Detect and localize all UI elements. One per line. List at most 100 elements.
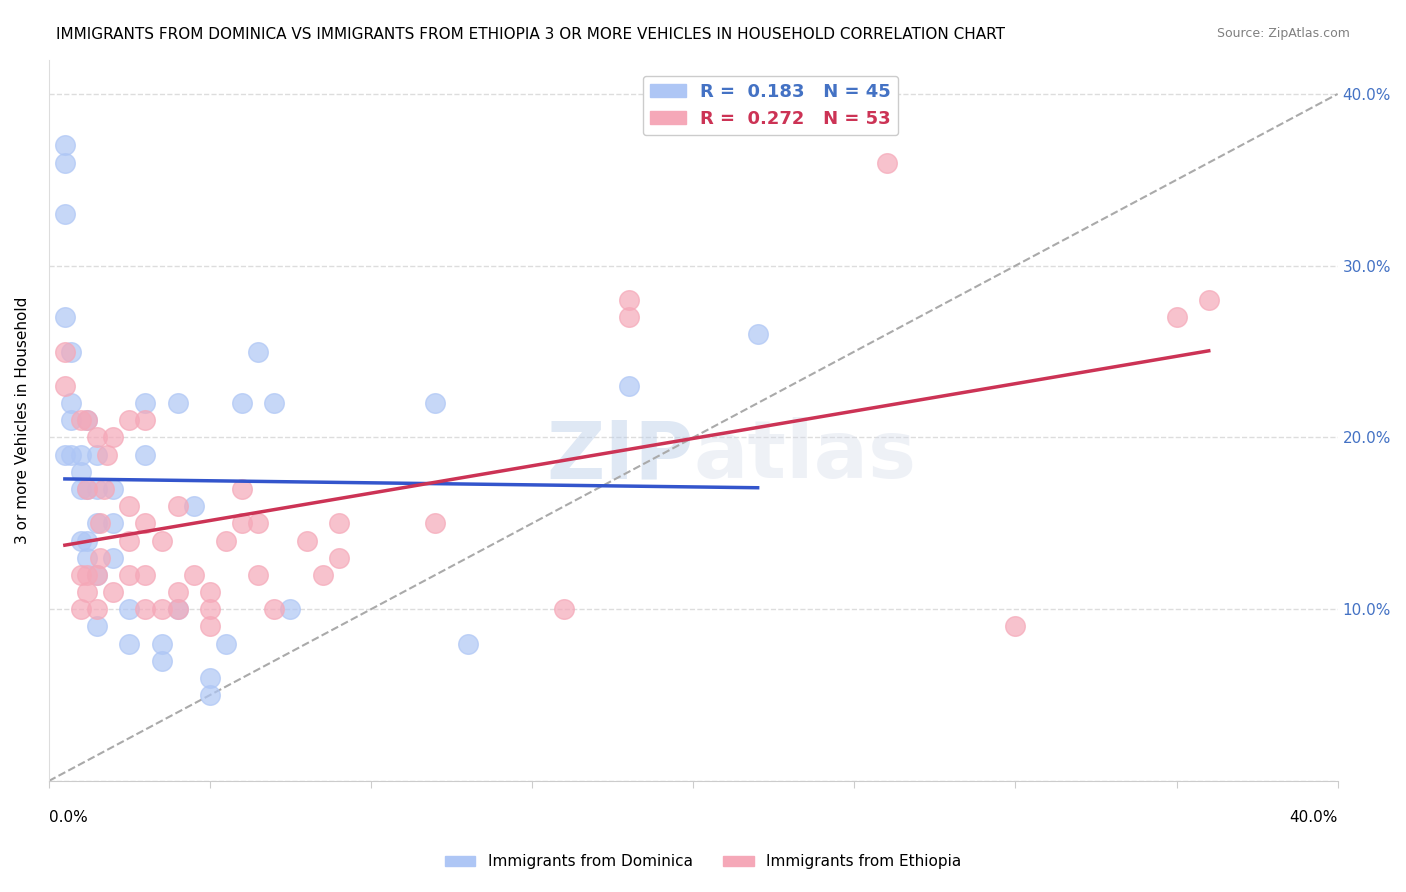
Point — [53, 155, 76, 169]
Point — [617, 310, 640, 325]
Point — [76, 585, 98, 599]
Point — [425, 516, 447, 531]
Point — [70, 567, 93, 582]
Text: Source: ZipAtlas.com: Source: ZipAtlas.com — [1216, 27, 1350, 40]
Point — [263, 396, 285, 410]
Point — [70, 533, 93, 548]
Point — [103, 482, 125, 496]
Point — [86, 430, 108, 444]
Point — [103, 585, 125, 599]
Point — [166, 602, 188, 616]
Point — [311, 567, 333, 582]
Point — [89, 516, 111, 531]
Point — [53, 448, 76, 462]
Point — [53, 207, 76, 221]
Point — [215, 533, 238, 548]
Point — [118, 413, 141, 427]
Point — [60, 344, 83, 359]
Point — [150, 602, 173, 616]
Point — [747, 327, 769, 342]
Point — [118, 637, 141, 651]
Point — [76, 550, 98, 565]
Point — [280, 602, 302, 616]
Point — [617, 293, 640, 307]
Point — [118, 533, 141, 548]
Point — [231, 396, 253, 410]
Point — [328, 550, 350, 565]
Point — [166, 602, 188, 616]
Legend: R =  0.183   N = 45, R =  0.272   N = 53: R = 0.183 N = 45, R = 0.272 N = 53 — [643, 76, 898, 136]
Point — [134, 396, 156, 410]
Point — [60, 396, 83, 410]
Point — [103, 516, 125, 531]
Point — [231, 516, 253, 531]
Point — [198, 671, 221, 685]
Point — [134, 567, 156, 582]
Point — [89, 550, 111, 565]
Text: 0.0%: 0.0% — [49, 810, 87, 825]
Point — [118, 567, 141, 582]
Point — [86, 448, 108, 462]
Point — [876, 155, 898, 169]
Point — [1166, 310, 1188, 325]
Point — [70, 465, 93, 479]
Point — [76, 567, 98, 582]
Point — [86, 619, 108, 633]
Point — [166, 585, 188, 599]
Point — [1004, 619, 1026, 633]
Point — [86, 516, 108, 531]
Point — [93, 482, 115, 496]
Point — [103, 550, 125, 565]
Point — [53, 344, 76, 359]
Point — [150, 637, 173, 651]
Point — [60, 413, 83, 427]
Point — [134, 448, 156, 462]
Point — [53, 138, 76, 153]
Y-axis label: 3 or more Vehicles in Household: 3 or more Vehicles in Household — [15, 297, 30, 544]
Point — [70, 602, 93, 616]
Point — [166, 499, 188, 513]
Point — [86, 567, 108, 582]
Point — [617, 379, 640, 393]
Point — [183, 499, 205, 513]
Text: atlas: atlas — [693, 417, 917, 495]
Legend: Immigrants from Dominica, Immigrants from Ethiopia: Immigrants from Dominica, Immigrants fro… — [439, 848, 967, 875]
Point — [215, 637, 238, 651]
Text: ZIP: ZIP — [546, 417, 693, 495]
Point — [76, 482, 98, 496]
Point — [134, 413, 156, 427]
Point — [231, 482, 253, 496]
Point — [166, 396, 188, 410]
Point — [70, 448, 93, 462]
Point — [553, 602, 575, 616]
Point — [150, 654, 173, 668]
Point — [76, 533, 98, 548]
Point — [198, 602, 221, 616]
Point — [247, 516, 270, 531]
Text: 40.0%: 40.0% — [1289, 810, 1337, 825]
Point — [1198, 293, 1220, 307]
Point — [76, 413, 98, 427]
Point — [86, 567, 108, 582]
Point — [425, 396, 447, 410]
Point — [60, 448, 83, 462]
Point — [198, 585, 221, 599]
Point — [53, 379, 76, 393]
Point — [86, 482, 108, 496]
Point — [103, 430, 125, 444]
Point — [150, 533, 173, 548]
Point — [118, 499, 141, 513]
Point — [247, 567, 270, 582]
Point — [96, 448, 118, 462]
Point — [198, 619, 221, 633]
Point — [183, 567, 205, 582]
Point — [198, 688, 221, 702]
Point — [53, 310, 76, 325]
Point — [118, 602, 141, 616]
Point — [86, 602, 108, 616]
Point — [295, 533, 318, 548]
Point — [76, 413, 98, 427]
Point — [247, 344, 270, 359]
Text: IMMIGRANTS FROM DOMINICA VS IMMIGRANTS FROM ETHIOPIA 3 OR MORE VEHICLES IN HOUSE: IMMIGRANTS FROM DOMINICA VS IMMIGRANTS F… — [56, 27, 1005, 42]
Point — [70, 482, 93, 496]
